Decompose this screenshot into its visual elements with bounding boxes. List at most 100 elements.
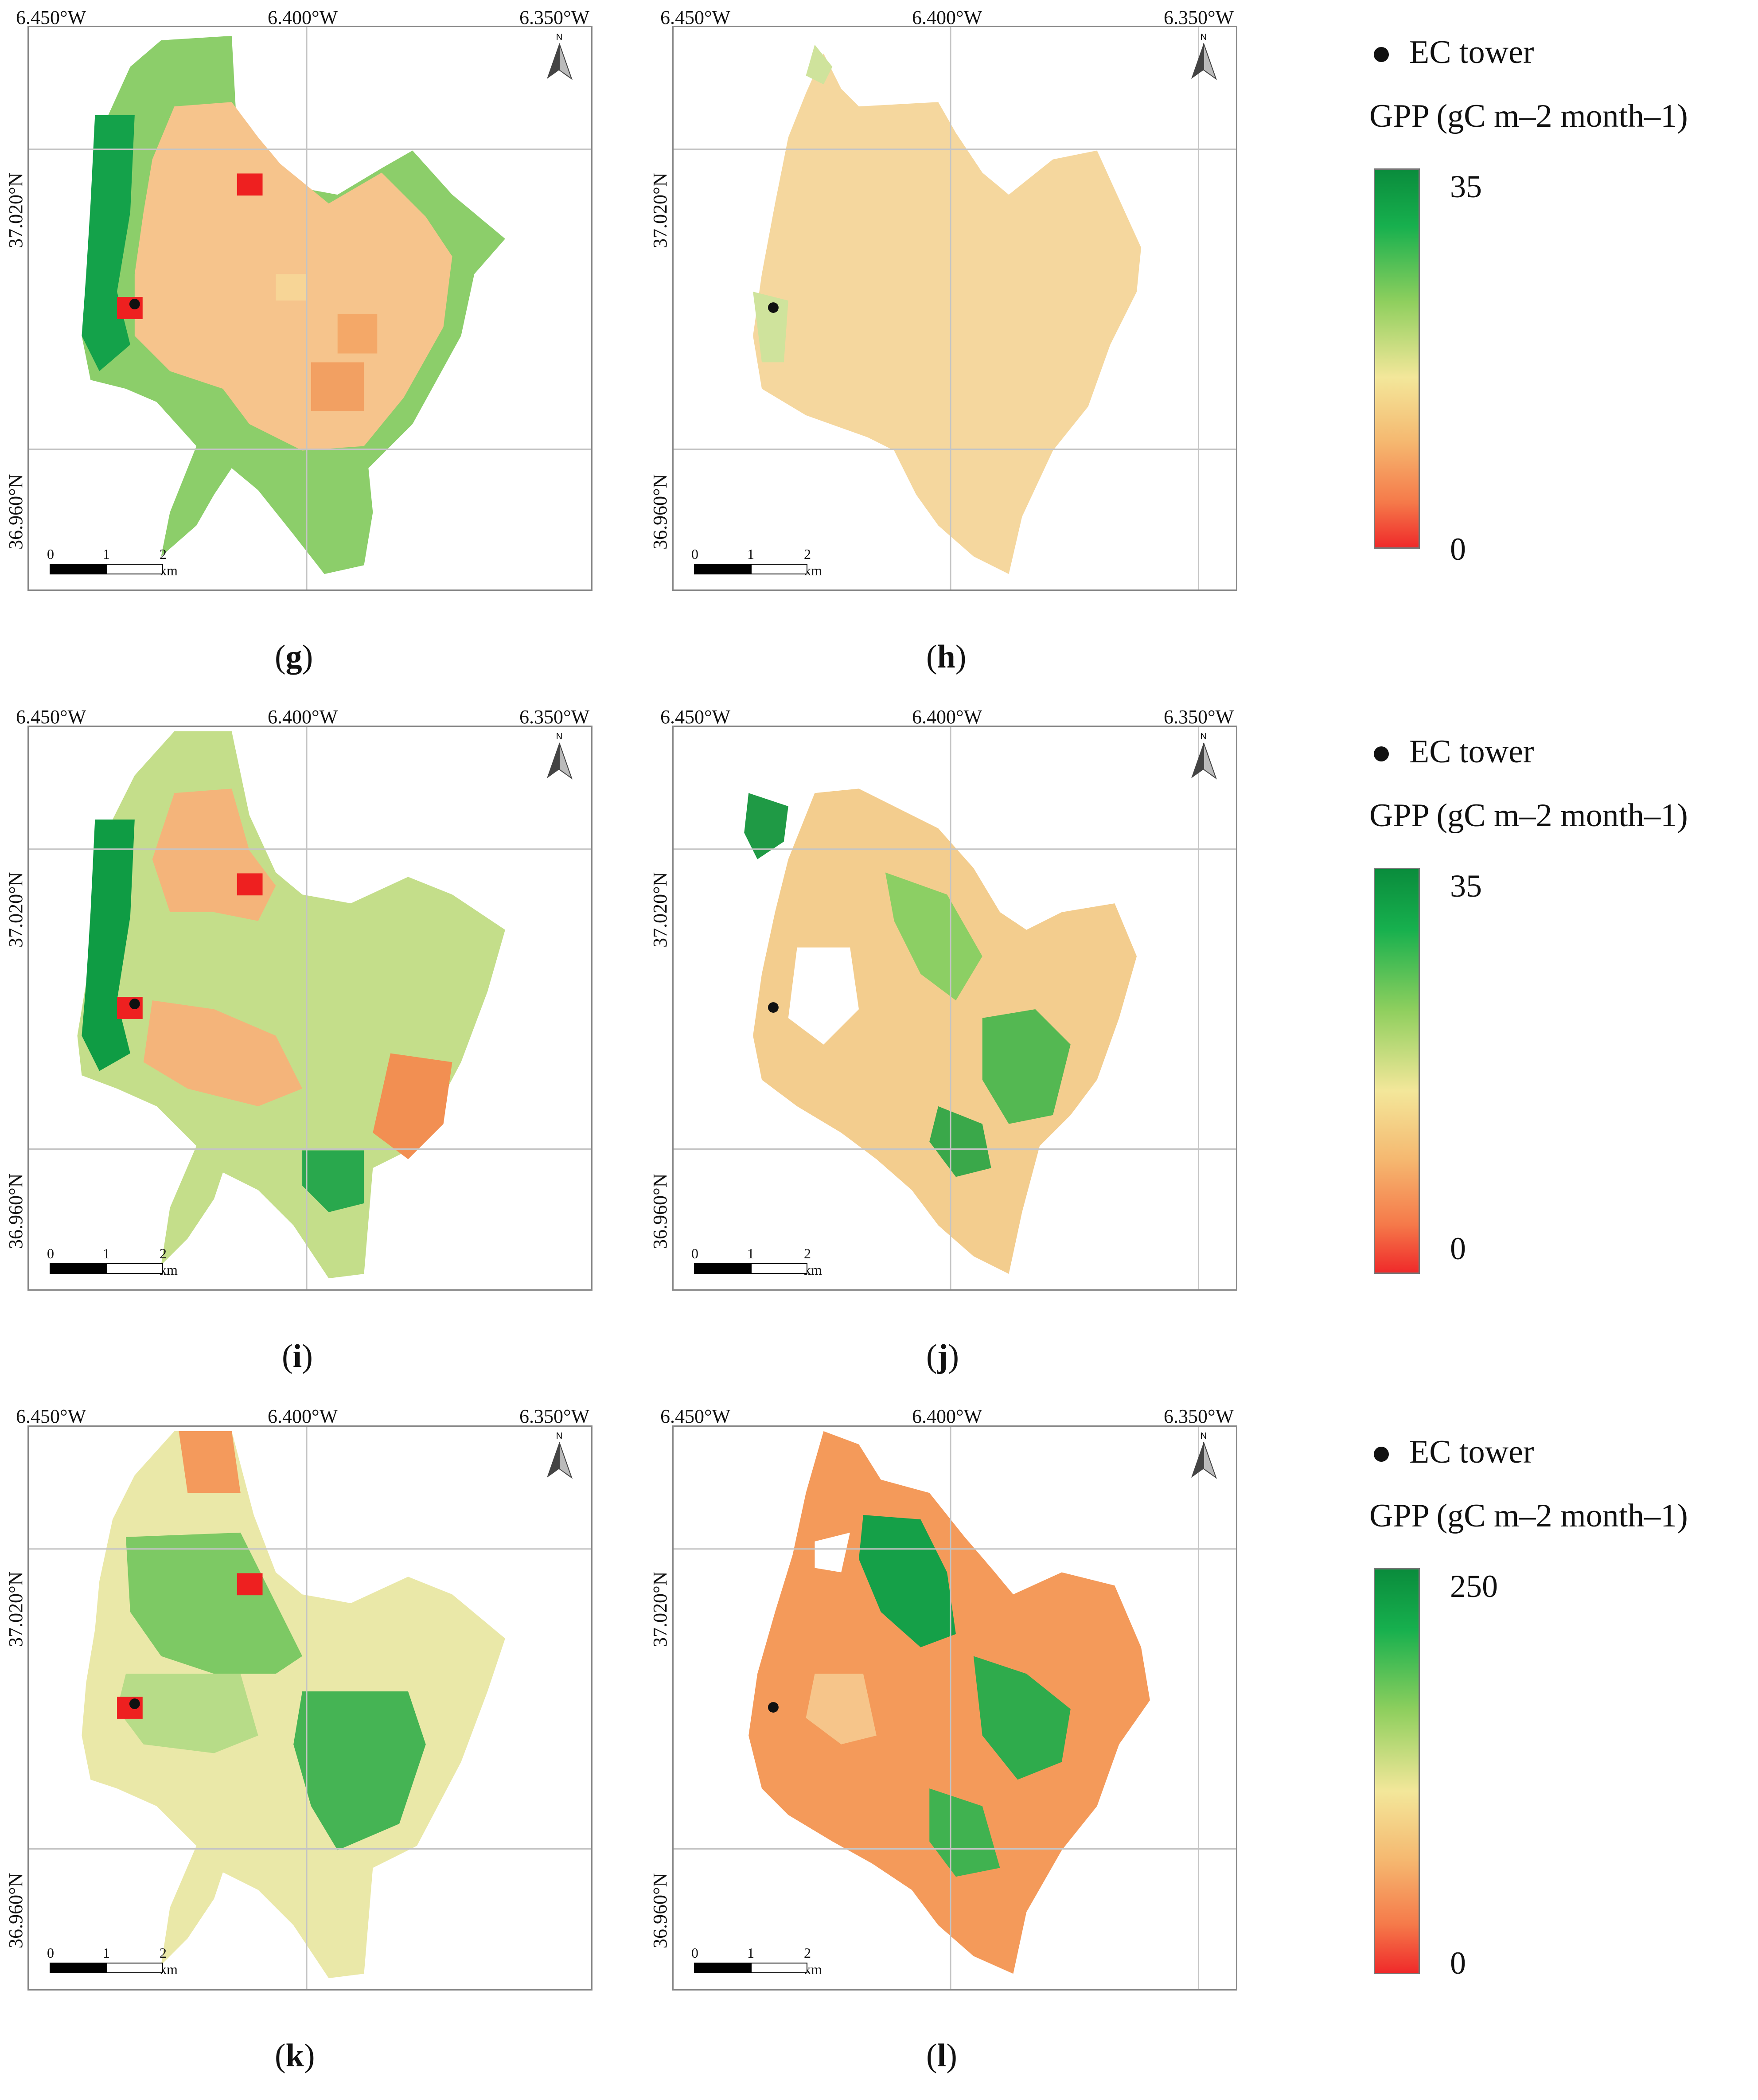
legend-row-3: EC tower GPP (gC m–2 month–1) 250 0 [1369, 1434, 1758, 1994]
lat-label: 36.960°N [5, 1173, 27, 1249]
north-arrow-icon: N [542, 1429, 577, 1482]
color-ramp [1374, 168, 1420, 549]
lon-label: 6.350°W [1164, 706, 1234, 728]
lat-label: 36.960°N [649, 1173, 671, 1249]
lat-label: 37.020°N [5, 1571, 27, 1647]
panel-label-l: (l) [926, 2038, 957, 2074]
ec-tower-legend-icon [1374, 1447, 1389, 1462]
map-pixel-red [117, 297, 143, 319]
lat-label: 37.020°N [649, 1571, 671, 1647]
coarse-gpp-map-g [29, 27, 591, 589]
lon-label: 6.450°W [16, 706, 86, 728]
color-ramp [1374, 1568, 1420, 1974]
svg-text:N: N [1201, 732, 1207, 742]
ramp-max-label: 250 [1450, 1569, 1498, 1604]
ec-tower-legend-icon [1374, 47, 1389, 62]
lat-label: 37.020°N [649, 872, 671, 948]
north-arrow-icon: N [542, 30, 577, 83]
lon-label: 6.350°W [519, 1405, 590, 1427]
map-panel-i [27, 726, 592, 1291]
lon-label: 6.450°W [660, 706, 731, 728]
lon-label: 6.400°W [912, 7, 982, 28]
lon-label: 6.450°W [16, 7, 86, 28]
ec-tower-legend-icon [1374, 746, 1389, 761]
map-pixel-red [237, 1573, 263, 1596]
ec-tower-marker [129, 999, 140, 1009]
panel-label-g: (g) [275, 639, 313, 675]
ec-tower-marker [768, 302, 779, 313]
legend-title: GPP (gC m–2 month–1) [1369, 797, 1688, 834]
map-region [748, 1431, 1150, 1974]
coarse-gpp-map-k [29, 1427, 591, 1989]
ramp-min-label: 0 [1450, 1231, 1466, 1266]
map-pixel-red [117, 997, 143, 1019]
ec-tower-marker [129, 299, 140, 309]
map-panel-l [672, 1425, 1237, 1991]
panel-label-i: (i) [282, 1338, 313, 1374]
map-panel-g [27, 26, 592, 591]
map-region [753, 53, 1142, 574]
ec-tower-marker [768, 1702, 779, 1713]
map-panel-j [672, 726, 1237, 1291]
north-arrow-icon: N [542, 730, 577, 783]
lon-label: 6.400°W [268, 706, 338, 728]
north-arrow-icon: N [1186, 30, 1221, 83]
color-ramp [1374, 868, 1420, 1274]
lon-label: 6.400°W [912, 706, 982, 728]
legend-tower-label: EC tower [1409, 34, 1534, 70]
ramp-min-label: 0 [1450, 1945, 1466, 1981]
ramp-max-label: 35 [1450, 169, 1482, 204]
north-arrow-icon: N [1186, 730, 1221, 783]
lon-label: 6.400°W [268, 1405, 338, 1427]
map-pixel-red [237, 873, 263, 896]
map-region-west-edge [82, 115, 135, 371]
panel-label-j: (j) [926, 1338, 959, 1374]
lon-label: 6.350°W [519, 706, 590, 728]
lat-label: 37.020°N [5, 872, 27, 948]
map-pixel-red [237, 173, 263, 196]
ec-tower-marker [129, 1698, 140, 1709]
legend-tower-label: EC tower [1409, 1434, 1534, 1470]
lon-label: 6.450°W [660, 7, 731, 28]
panel-label-k: (k) [275, 2038, 315, 2074]
map-panel-k [27, 1425, 592, 1991]
lon-label: 6.450°W [16, 1405, 86, 1427]
lon-label: 6.350°W [1164, 1405, 1234, 1427]
svg-text:N: N [1201, 1431, 1207, 1441]
lon-label: 6.450°W [660, 1405, 731, 1427]
lon-label: 6.400°W [912, 1405, 982, 1427]
north-arrow-icon: N [1186, 1429, 1221, 1482]
lat-label: 37.020°N [5, 172, 27, 248]
svg-text:N: N [1201, 32, 1207, 42]
map-pixel-red [117, 1697, 143, 1719]
coarse-gpp-map-i [29, 727, 591, 1289]
map-region [753, 788, 1137, 1274]
lat-label: 36.960°N [649, 474, 671, 550]
lat-label: 36.960°N [649, 1873, 671, 1948]
fine-gpp-map-h [674, 27, 1236, 589]
fine-gpp-map-j [674, 727, 1236, 1289]
panel-label-h: (h) [926, 639, 967, 675]
svg-text:N: N [556, 732, 562, 742]
map-panel-h [672, 26, 1237, 591]
lat-label: 36.960°N [5, 474, 27, 550]
lat-label: 36.960°N [5, 1873, 27, 1948]
fine-gpp-map-l [674, 1427, 1236, 1989]
legend-row-1: EC tower GPP (gC m–2 month–1) 35 0 [1369, 34, 1758, 594]
legend-row-2: EC tower GPP (gC m–2 month–1) 35 0 [1369, 734, 1758, 1293]
svg-text:N: N [556, 1431, 562, 1441]
legend-tower-label: EC tower [1409, 734, 1534, 770]
lon-label: 6.350°W [1164, 7, 1234, 28]
ec-tower-marker [768, 1002, 779, 1013]
legend-title: GPP (gC m–2 month–1) [1369, 1498, 1688, 1534]
lat-label: 37.020°N [649, 172, 671, 248]
ramp-min-label: 0 [1450, 531, 1466, 567]
ramp-max-label: 35 [1450, 868, 1482, 904]
svg-text:N: N [556, 32, 562, 42]
